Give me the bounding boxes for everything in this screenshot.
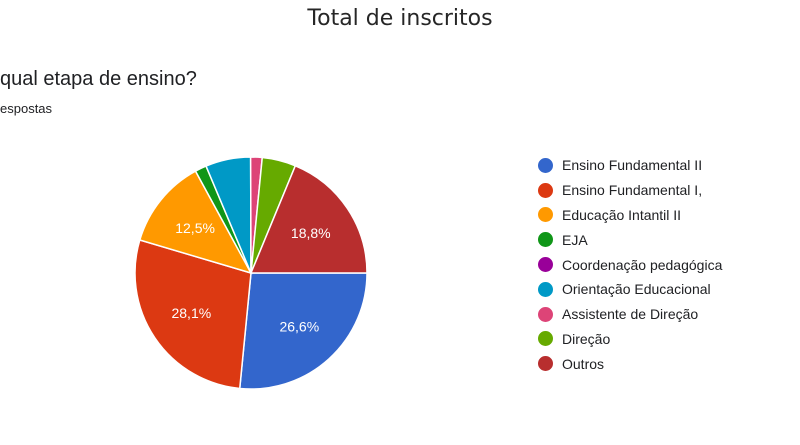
legend-item-7: Direção — [538, 327, 722, 352]
legend-label: EJA — [562, 231, 588, 248]
legend-swatch — [538, 207, 553, 223]
legend-item-2: Educação Intantil II — [538, 203, 722, 228]
legend-label: Orientação Educacional — [562, 281, 711, 298]
legend-item-8: Outros — [538, 351, 722, 376]
pie-slice-8 — [249, 164, 368, 274]
legend-label: Direção — [562, 330, 611, 347]
pie-slice-2 — [138, 170, 253, 275]
legend-swatch — [538, 182, 553, 198]
legend-swatch — [538, 157, 553, 173]
legend-label: Educação Intantil II — [562, 206, 682, 223]
legend-item-6: Assistente de Direção — [538, 302, 722, 327]
legend-label: Coordenação pedagógica — [562, 256, 723, 273]
response-count: espostas — [0, 101, 53, 116]
slice-label-1: 28,1% — [171, 305, 211, 321]
legend-item-5: Orientação Educacional — [538, 277, 722, 302]
legend-swatch — [538, 356, 553, 372]
slice-label-0: 26,6% — [279, 318, 319, 334]
legend-swatch — [538, 232, 553, 248]
legend-swatch — [538, 306, 553, 322]
legend-label: Outros — [562, 355, 605, 372]
pie-slice-0 — [238, 272, 368, 390]
legend-swatch — [538, 331, 553, 347]
legend-item-1: Ensino Fundamental I, — [538, 178, 722, 203]
legend-label: Ensino Fundamental II — [562, 157, 703, 174]
legend-label: Ensino Fundamental I, — [562, 182, 703, 199]
legend: Ensino Fundamental II Ensino Fundamental … — [538, 153, 722, 376]
legend-item-0: Ensino Fundamental II — [538, 153, 722, 178]
legend-swatch — [538, 257, 553, 273]
chart-title: Total de inscritos — [307, 6, 493, 31]
pie-slice-1 — [134, 239, 252, 390]
legend-item-4: Coordenação pedagógica — [538, 252, 722, 277]
slice-label-8: 18,8% — [291, 225, 331, 241]
question-text: qual etapa de ensino? — [0, 68, 197, 90]
slice-label-2: 12,5% — [175, 220, 215, 236]
legend-label: Assistente de Direção — [562, 306, 699, 323]
legend-swatch — [538, 281, 553, 297]
legend-item-3: EJA — [538, 227, 722, 252]
